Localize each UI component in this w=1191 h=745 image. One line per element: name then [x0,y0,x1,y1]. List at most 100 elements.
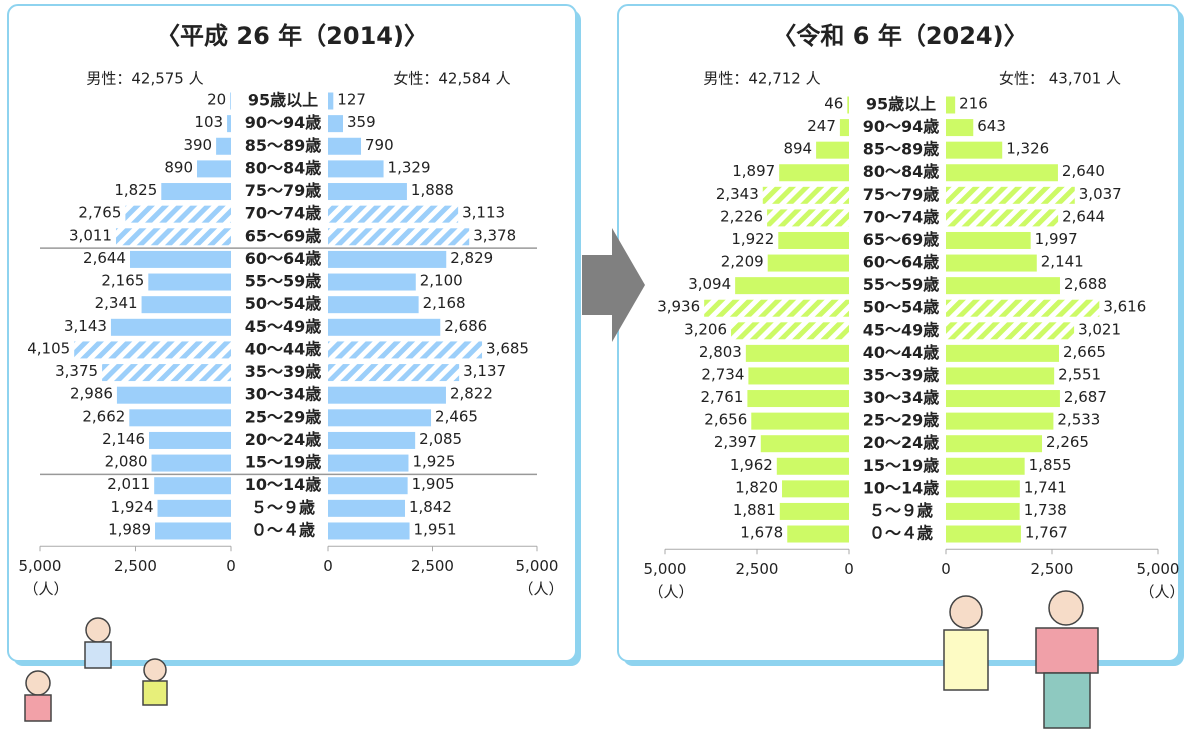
value-label: 1,897 [732,162,775,180]
bar-male [116,228,231,245]
bar-male [216,138,231,155]
bar-male [129,409,231,426]
bar-male [102,364,231,381]
age-label: 35～39歳 [863,365,940,384]
value-label: 2,734 [701,365,744,383]
bar-male [768,255,849,272]
bar-female [946,255,1037,272]
page: {"chart_data": [ {"type": "pyramid", "ti… [0,0,1191,745]
age-label: ５～９歳 [251,498,315,517]
x-unit: （人） [518,580,563,598]
age-label: 80～84歳 [863,162,940,181]
age-label: ５～９歳 [869,501,933,520]
value-label: 2,687 [1064,388,1107,406]
age-label: 70～74歳 [245,204,322,223]
value-label: 1,925 [412,453,455,471]
bar-female [946,97,955,114]
bar-female [946,390,1060,407]
legend-female: 女性： 43,701 人 [999,70,1121,88]
age-label: 85～89歳 [863,140,940,159]
bar-female [946,300,1099,317]
bar-female [328,477,408,494]
bar-female [328,319,440,336]
age-label: 20～24歳 [863,433,940,452]
value-label: 2,665 [1063,343,1106,361]
bar-male [767,209,849,226]
value-label: 2,551 [1058,365,1101,383]
value-label: 247 [807,117,836,135]
bar-male [748,367,849,384]
bar-male [154,477,231,494]
age-label: 75～79歳 [863,185,940,204]
x-tick-label: 2,500 [411,557,454,575]
age-label: 50～54歳 [245,294,322,313]
age-label: 95歳以上 [866,95,936,114]
bar-male [149,432,231,449]
bar-female [946,142,1002,159]
bar-male [117,387,231,404]
bar-male [778,232,849,249]
value-label: 1,678 [740,524,783,542]
bar-male [751,413,849,430]
bar-female [946,187,1075,204]
value-label: 359 [347,113,376,131]
value-label: 3,375 [55,362,98,380]
bar-female [328,251,446,268]
value-label: 1,881 [733,501,776,519]
bar-male [787,526,849,543]
value-label: 2,343 [716,185,759,203]
value-label: 46 [824,95,843,113]
age-label: 55～59歳 [863,275,940,294]
bar-female [946,458,1025,475]
value-label: 2,226 [720,207,763,225]
age-label: ０～４歳 [251,520,315,539]
bar-female [946,119,973,136]
value-label: 4,105 [27,339,70,357]
age-label: 80～84歳 [245,158,322,177]
legend-male: 男性：42,575 人 [86,70,203,88]
bar-male [227,115,231,132]
value-label: 2,644 [83,249,126,267]
value-label: 3,137 [463,362,506,380]
bar-male [763,187,849,204]
value-label: 1,888 [411,181,454,199]
x-unit: （人） [1139,583,1184,601]
value-label: 2,341 [95,294,138,312]
value-label: 2,397 [714,433,757,451]
bar-female [946,367,1054,384]
value-label: 3,143 [64,317,107,335]
bar-female [328,115,343,132]
age-label: 30～34歳 [245,385,322,404]
bar-female [328,364,459,381]
bar-female [328,160,384,177]
age-label: 50～54歳 [863,298,940,317]
age-label: 10～14歳 [863,478,940,497]
value-label: 2,209 [721,253,764,271]
value-label: 2,761 [700,388,743,406]
x-unit: （人） [648,583,693,601]
value-label: 3,936 [657,298,700,316]
value-label: 3,037 [1079,185,1122,203]
value-label: 2,080 [105,453,148,471]
age-label: 60～64歳 [245,249,322,268]
value-label: 2,141 [1041,253,1084,271]
x-tick-label: 5,000 [1137,560,1180,578]
bar-male [782,480,849,497]
bar-female [328,432,415,449]
bar-male [746,345,849,362]
value-label: 2,146 [102,430,145,448]
bar-male [847,97,849,114]
bar-male [152,455,231,472]
x-tick-label: 0 [323,557,333,575]
bar-male [761,435,849,452]
value-label: 1,825 [114,181,157,199]
value-label: 2,085 [419,430,462,448]
value-label: 2,644 [1062,207,1105,225]
age-label: 65～69歳 [245,226,322,245]
value-label: 1,855 [1029,456,1072,474]
bar-male [161,183,231,200]
x-tick-label: 0 [941,560,951,578]
value-label: 2,829 [450,249,493,267]
bar-female [328,522,410,539]
infographic: 〈平成 26 年（2014)〉男性：42,575 人女性：42,584 人95歳… [0,0,1191,745]
